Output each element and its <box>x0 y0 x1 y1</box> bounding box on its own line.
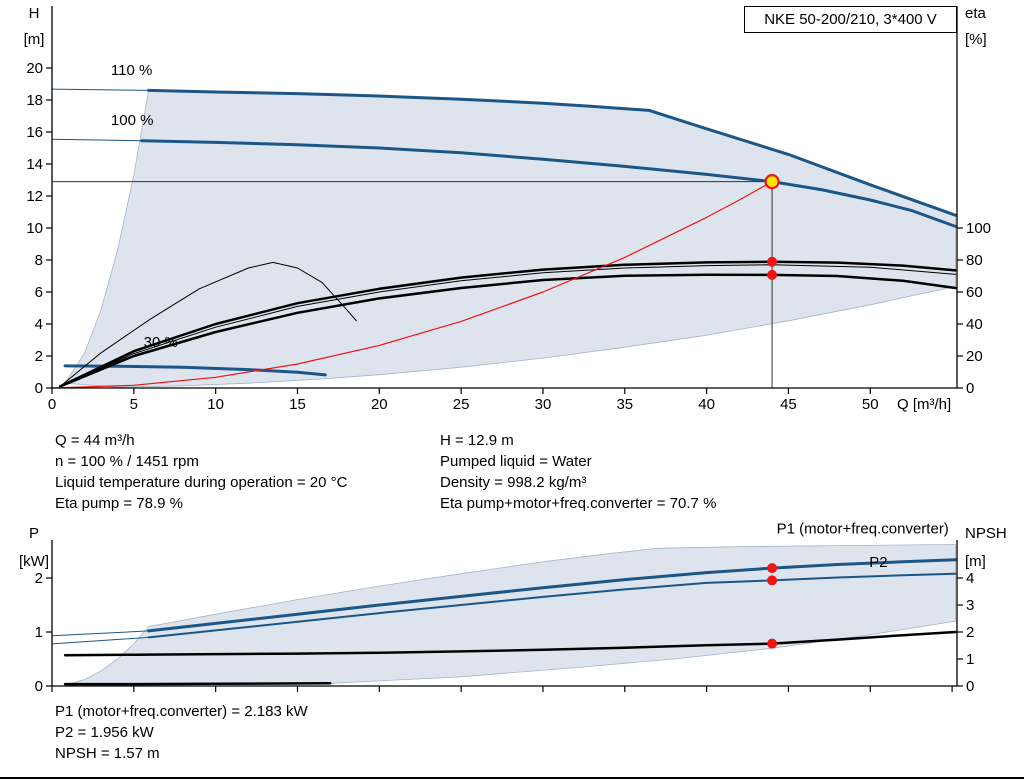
svg-text:25: 25 <box>453 396 470 413</box>
svg-text:35: 35 <box>616 396 633 413</box>
svg-text:0: 0 <box>966 380 974 397</box>
svg-text:45: 45 <box>780 396 797 413</box>
svg-text:0: 0 <box>35 678 43 695</box>
info-line-npsh: NPSH = 1.57 m <box>55 745 160 762</box>
svg-text:4: 4 <box>966 570 974 587</box>
svg-text:0: 0 <box>48 396 56 413</box>
svg-text:16: 16 <box>26 124 43 141</box>
info-line-eta-total: Eta pump+motor+freq.converter = 70.7 % <box>440 495 717 512</box>
svg-text:[%]: [%] <box>965 31 987 48</box>
info-line-eta-pump: Eta pump = 78.9 % <box>55 495 183 512</box>
svg-text:0: 0 <box>966 678 974 695</box>
pump-model-title: NKE 50-200/210, 3*400 V <box>744 6 957 33</box>
svg-text:110 %: 110 % <box>111 62 152 79</box>
svg-text:18: 18 <box>26 92 43 109</box>
info-line-liquid: Pumped liquid = Water <box>440 453 592 470</box>
info-line-p1: P1 (motor+freq.converter) = 2.183 kW <box>55 703 308 720</box>
svg-text:6: 6 <box>35 284 43 301</box>
power-info-column: P1 (motor+freq.converter) = 2.183 kW P2 … <box>55 701 308 764</box>
svg-text:2: 2 <box>35 570 43 587</box>
info-line-head: H = 12.9 m <box>440 432 514 449</box>
svg-text:20: 20 <box>26 60 43 77</box>
svg-text:4: 4 <box>35 316 43 333</box>
duty-info-right-column: H = 12.9 m Pumped liquid = Water Density… <box>440 430 716 514</box>
svg-text:2: 2 <box>966 624 974 641</box>
svg-text:P2: P2 <box>869 554 887 571</box>
svg-text:NPSH: NPSH <box>965 525 1007 542</box>
svg-text:15: 15 <box>289 396 306 413</box>
svg-text:Q [m³/h]: Q [m³/h] <box>897 396 951 413</box>
svg-text:40: 40 <box>698 396 715 413</box>
svg-text:8: 8 <box>35 252 43 269</box>
svg-text:10: 10 <box>26 220 43 237</box>
svg-text:[m]: [m] <box>24 31 45 48</box>
svg-text:14: 14 <box>26 156 43 173</box>
info-line-p2: P2 = 1.956 kW <box>55 724 154 741</box>
svg-text:[m]: [m] <box>965 553 986 570</box>
svg-text:1: 1 <box>35 624 43 641</box>
svg-text:eta: eta <box>965 5 987 22</box>
svg-text:1: 1 <box>966 651 974 668</box>
svg-text:P: P <box>29 525 39 542</box>
svg-text:12: 12 <box>26 188 43 205</box>
svg-text:80: 80 <box>966 252 983 269</box>
svg-text:100: 100 <box>966 220 991 237</box>
svg-text:5: 5 <box>130 396 138 413</box>
info-line-density: Density = 998.2 kg/m³ <box>440 474 587 491</box>
svg-text:30 %: 30 % <box>144 334 178 351</box>
info-line-flow: Q = 44 m³/h <box>55 432 135 449</box>
info-line-temperature: Liquid temperature during operation = 20… <box>55 474 348 491</box>
svg-text:[kW]: [kW] <box>19 553 49 570</box>
svg-text:0: 0 <box>35 380 43 397</box>
svg-text:50: 50 <box>862 396 879 413</box>
svg-text:30: 30 <box>535 396 552 413</box>
info-line-speed: n = 100 % / 1451 rpm <box>55 453 199 470</box>
svg-text:20: 20 <box>966 348 983 365</box>
svg-text:2: 2 <box>35 348 43 365</box>
svg-text:60: 60 <box>966 284 983 301</box>
bottom-border <box>0 777 1024 779</box>
svg-text:P1 (motor+freq.converter): P1 (motor+freq.converter) <box>777 521 949 538</box>
svg-text:H: H <box>29 5 40 22</box>
svg-text:100 %: 100 % <box>111 112 154 129</box>
svg-text:10: 10 <box>207 396 224 413</box>
duty-info-left-column: Q = 44 m³/h n = 100 % / 1451 rpm Liquid … <box>55 430 347 514</box>
svg-text:3: 3 <box>966 597 974 614</box>
svg-text:40: 40 <box>966 316 983 333</box>
svg-text:20: 20 <box>371 396 388 413</box>
